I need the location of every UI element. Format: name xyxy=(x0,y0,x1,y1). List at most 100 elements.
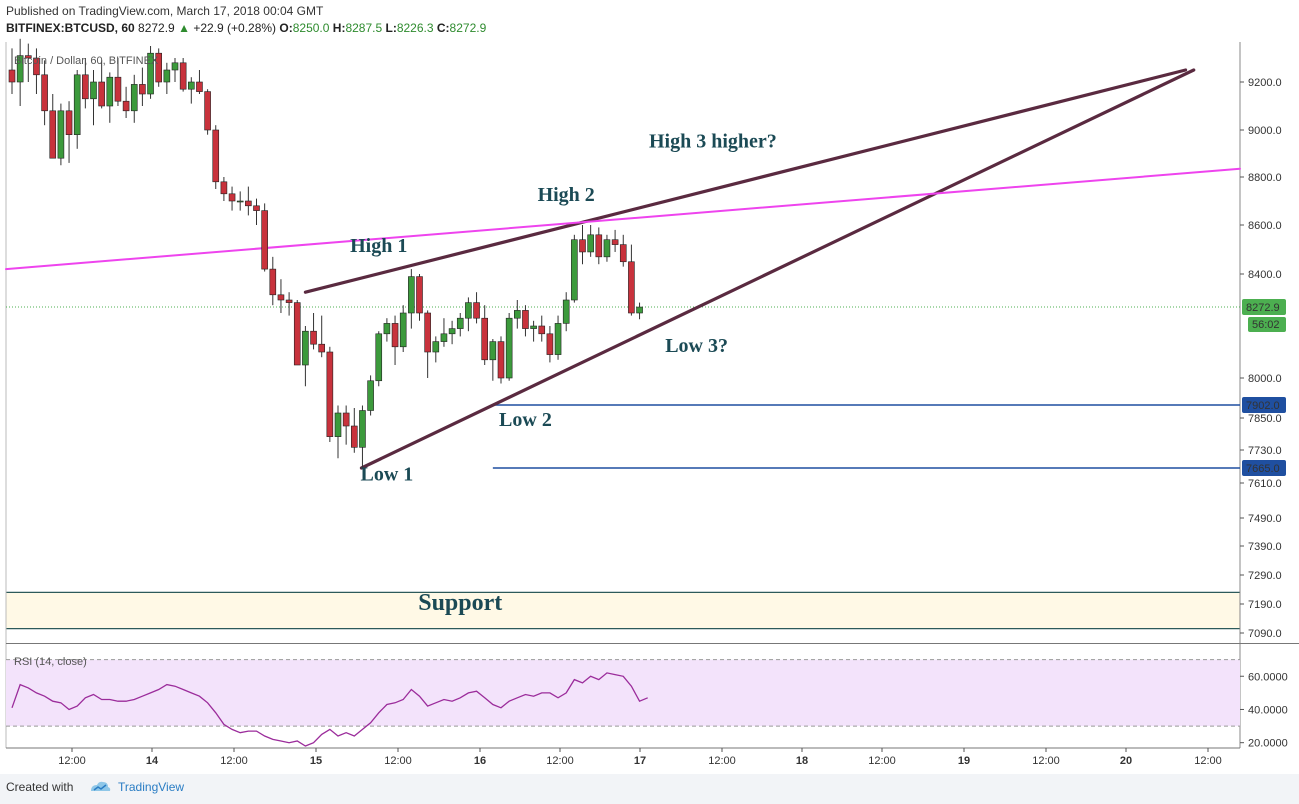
candle-body xyxy=(636,306,643,314)
low-label: L: xyxy=(385,21,397,35)
candle-body xyxy=(456,317,464,329)
chart-frame xyxy=(5,42,1299,749)
time-tick-label: 12:00 xyxy=(220,755,248,767)
price-tick-label: 7490.0 xyxy=(1248,513,1282,525)
rsi-band xyxy=(6,659,1240,727)
candle-body xyxy=(302,330,309,366)
candle-body xyxy=(139,84,146,95)
candle-body xyxy=(196,81,203,92)
tradingview-link[interactable]: TradingView xyxy=(118,780,185,794)
candle-body xyxy=(188,81,195,90)
price-tick-label: 7090.0 xyxy=(1248,628,1282,640)
candle-body xyxy=(391,323,399,348)
candle-body xyxy=(114,76,122,102)
ohlc-line: BITFINEX:BTCUSD, 60 8272.9 ▲ +22.9 (+0.2… xyxy=(6,21,486,35)
candle-body xyxy=(16,55,24,83)
last-price-tag-label: 8272.9 xyxy=(1246,302,1280,314)
candle-body xyxy=(522,310,529,329)
candle-body xyxy=(399,312,407,348)
time-tick-label: 16 xyxy=(474,755,486,767)
candle-body xyxy=(595,234,603,258)
candle-body xyxy=(530,325,537,329)
price-tick-label: 7730.0 xyxy=(1248,445,1282,457)
rsi-title: RSI (14, close) xyxy=(14,656,87,668)
candle-body xyxy=(253,205,260,211)
candle-body xyxy=(122,100,130,112)
candle-body xyxy=(440,333,448,342)
price-tick-label: 7190.0 xyxy=(1248,599,1282,611)
candle-body xyxy=(228,193,236,202)
candle-body xyxy=(424,312,431,353)
candle-body xyxy=(334,412,342,437)
level-price-tag-label: 7665.0 xyxy=(1246,463,1280,475)
resistance-line xyxy=(5,167,1241,271)
time-tick-label: 15 xyxy=(310,755,322,767)
annotation-label: Low 1 xyxy=(361,463,414,485)
price-tick-label: 7390.0 xyxy=(1248,541,1282,553)
candle-body xyxy=(310,330,317,345)
annotation-label: Low 2 xyxy=(499,409,552,431)
high-label: H: xyxy=(332,21,346,35)
published-note: Published on TradingView.com, March 17, … xyxy=(6,4,324,18)
candle-body xyxy=(546,333,554,355)
rsi-line xyxy=(11,672,648,747)
candle-body xyxy=(171,62,179,71)
symbol-label[interactable]: BITFINEX:BTCUSD, 60 xyxy=(6,21,135,35)
tradingview-logo-icon xyxy=(91,781,111,791)
candle-body xyxy=(448,328,456,335)
candle-body xyxy=(587,234,594,253)
time-tick-label: 12:00 xyxy=(546,755,574,767)
created-with-label: Created with xyxy=(6,780,74,794)
axis-layer: 60.0000 40.0000 20.0000 9200.0 9000.0 8800.0 8… xyxy=(58,77,1288,767)
bar-timer-label: 56:02 xyxy=(1252,319,1280,331)
candle-body xyxy=(179,62,187,90)
last-price: 8272.9 xyxy=(138,21,175,35)
price-tick-label: 8400.0 xyxy=(1248,269,1282,281)
annotation-label: Low 3? xyxy=(665,335,728,357)
time-tick-label: 14 xyxy=(146,755,159,767)
candle-body xyxy=(277,294,285,301)
level-price-tag-label: 7902.0 xyxy=(1246,400,1280,412)
time-tick-label: 12:00 xyxy=(868,755,896,767)
candle-body xyxy=(73,74,81,136)
wedge-lower-line xyxy=(359,68,1196,470)
level-price-tag xyxy=(1242,460,1286,476)
candle-body xyxy=(212,129,220,183)
footer: Created with TradingView xyxy=(0,774,1299,804)
rsi-tick-label: 20.0000 xyxy=(1248,738,1288,750)
candle-body xyxy=(65,110,73,136)
candle-body xyxy=(342,412,350,427)
candle-body xyxy=(269,268,277,296)
candle-body xyxy=(489,341,497,361)
time-tick-label: 20 xyxy=(1120,755,1132,767)
price-tick-label: 8600.0 xyxy=(1248,220,1282,232)
candle-body xyxy=(24,55,32,59)
price-chart[interactable]: High 1 High 2 High 3 higher? Low 1 Low 2 Low … xyxy=(0,0,1299,774)
price-tick-label: 7850.0 xyxy=(1248,413,1282,425)
candle-body xyxy=(293,302,301,366)
low-value: 8226.3 xyxy=(396,21,434,35)
price-tick-label: 7290.0 xyxy=(1248,570,1282,582)
candle-body xyxy=(8,69,16,83)
candle-body xyxy=(90,81,97,100)
support-zone xyxy=(6,592,1240,629)
bar-timer-tag xyxy=(1248,317,1286,333)
candle-body xyxy=(33,57,40,76)
candle-body xyxy=(513,310,521,319)
candle-body xyxy=(367,380,374,411)
candle-body xyxy=(375,333,383,382)
time-tick-label: 17 xyxy=(634,755,646,767)
price-change: +22.9 (+0.28%) xyxy=(193,21,277,35)
time-tick-label: 12:00 xyxy=(58,755,86,767)
up-arrow-icon: ▲ xyxy=(178,21,190,35)
time-tick-label: 19 xyxy=(958,755,970,767)
candle-body xyxy=(432,341,440,353)
candle-body xyxy=(473,302,480,319)
level-price-tag xyxy=(1242,397,1286,413)
candle-body xyxy=(130,84,138,112)
candle-body xyxy=(326,351,334,437)
header-bar: Published on TradingView.com, March 17, … xyxy=(0,0,1299,40)
time-tick-label: 12:00 xyxy=(1032,755,1060,767)
time-tick-label: 18 xyxy=(796,755,808,767)
candle-body xyxy=(497,341,505,379)
